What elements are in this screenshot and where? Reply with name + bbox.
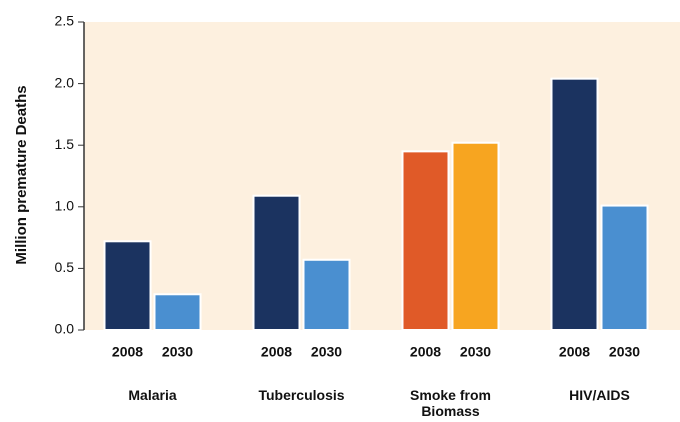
bar [600,204,649,331]
bar [103,240,152,332]
y-tick-label: 2.5 [55,13,75,29]
bar [401,150,450,331]
bar-year-label: 2008 [261,344,292,360]
category-label: Malaria [128,387,177,403]
y-tick-label: 1.0 [55,198,75,214]
bar [252,194,301,331]
category-label: Smoke from Biomass [410,387,491,419]
bar [451,141,500,331]
bar-year-label: 2030 [311,344,342,360]
bar-year-label: 2030 [162,344,193,360]
y-tick-label: 1.5 [55,136,75,152]
y-axis-label: Million premature Deaths [13,85,30,264]
bar [550,77,599,331]
bar [153,293,202,332]
category-label: HIV/AIDS [569,387,630,403]
category-label: Tuberculosis [258,387,345,403]
bar [302,258,351,331]
bar-year-label: 2008 [559,344,590,360]
bar-year-label: 2008 [112,344,143,360]
y-tick-label: 0.5 [55,259,75,275]
bar-year-label: 2030 [460,344,491,360]
bar-year-label: 2008 [410,344,441,360]
y-tick-label: 0.0 [55,321,75,337]
y-tick-label: 2.0 [55,74,75,90]
bar-year-label: 2030 [609,344,640,360]
